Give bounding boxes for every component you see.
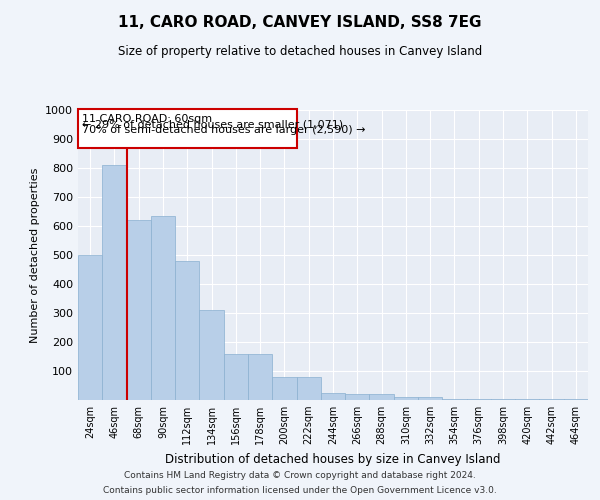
Bar [199, 310, 224, 400]
Bar [370, 394, 394, 400]
Bar [345, 394, 370, 400]
Bar [467, 398, 491, 400]
Bar [394, 397, 418, 400]
Text: Contains public sector information licensed under the Open Government Licence v3: Contains public sector information licen… [103, 486, 497, 495]
Text: 70% of semi-detached houses are larger (2,590) →: 70% of semi-detached houses are larger (… [82, 126, 365, 136]
Bar [564, 399, 588, 400]
Text: 11 CARO ROAD: 60sqm: 11 CARO ROAD: 60sqm [82, 114, 212, 124]
Bar [224, 354, 248, 400]
Text: Contains HM Land Registry data © Crown copyright and database right 2024.: Contains HM Land Registry data © Crown c… [124, 471, 476, 480]
Bar [321, 393, 345, 400]
Bar [418, 397, 442, 400]
Bar [78, 255, 102, 400]
Bar [151, 216, 175, 400]
Bar [127, 220, 151, 400]
Y-axis label: Number of detached properties: Number of detached properties [29, 168, 40, 342]
Bar [102, 165, 127, 400]
Bar [272, 377, 296, 400]
Bar [539, 398, 564, 400]
Bar [296, 377, 321, 400]
Bar [175, 261, 199, 400]
X-axis label: Distribution of detached houses by size in Canvey Island: Distribution of detached houses by size … [165, 452, 501, 466]
FancyBboxPatch shape [78, 108, 296, 148]
Text: Size of property relative to detached houses in Canvey Island: Size of property relative to detached ho… [118, 45, 482, 58]
Text: ← 29% of detached houses are smaller (1,071): ← 29% of detached houses are smaller (1,… [82, 120, 343, 130]
Bar [248, 354, 272, 400]
Text: 11, CARO ROAD, CANVEY ISLAND, SS8 7EG: 11, CARO ROAD, CANVEY ISLAND, SS8 7EG [118, 15, 482, 30]
Bar [442, 398, 467, 400]
Bar [491, 399, 515, 400]
